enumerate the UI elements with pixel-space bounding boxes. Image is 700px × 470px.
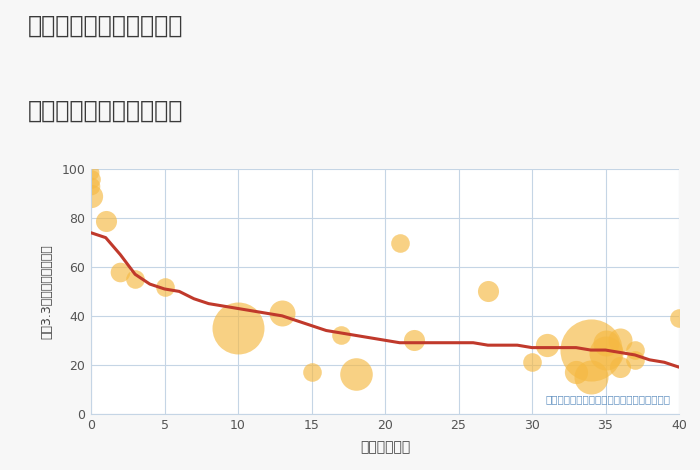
- Point: [85, 192, 97, 200]
- Point: [394, 239, 405, 246]
- Point: [629, 356, 641, 364]
- Point: [629, 346, 641, 354]
- Point: [335, 332, 346, 339]
- X-axis label: 築年数（年）: 築年数（年）: [360, 440, 410, 454]
- Point: [232, 324, 244, 332]
- Point: [600, 339, 611, 346]
- Text: 築年数別中古戸建て価格: 築年数別中古戸建て価格: [28, 99, 183, 123]
- Point: [130, 275, 141, 283]
- Point: [585, 346, 596, 354]
- Point: [615, 363, 626, 371]
- Point: [541, 341, 552, 349]
- Point: [570, 368, 582, 376]
- Point: [409, 337, 420, 344]
- Text: 三重県津市安濃町連部の: 三重県津市安濃町連部の: [28, 14, 183, 38]
- Point: [600, 349, 611, 356]
- Point: [85, 182, 97, 190]
- Point: [526, 359, 538, 366]
- Point: [159, 283, 170, 290]
- Text: 円の大きさは、取引のあった物件面積を示す: 円の大きさは、取引のあった物件面積を示す: [545, 394, 670, 404]
- Y-axis label: 坪（3.3㎡）単価（万円）: 坪（3.3㎡）単価（万円）: [40, 244, 53, 339]
- Point: [276, 310, 288, 317]
- Point: [306, 368, 317, 376]
- Point: [482, 288, 493, 295]
- Point: [615, 337, 626, 344]
- Point: [115, 268, 126, 275]
- Point: [350, 371, 361, 378]
- Point: [585, 373, 596, 381]
- Point: [85, 175, 97, 183]
- Point: [100, 217, 111, 224]
- Point: [85, 168, 97, 175]
- Point: [673, 314, 685, 322]
